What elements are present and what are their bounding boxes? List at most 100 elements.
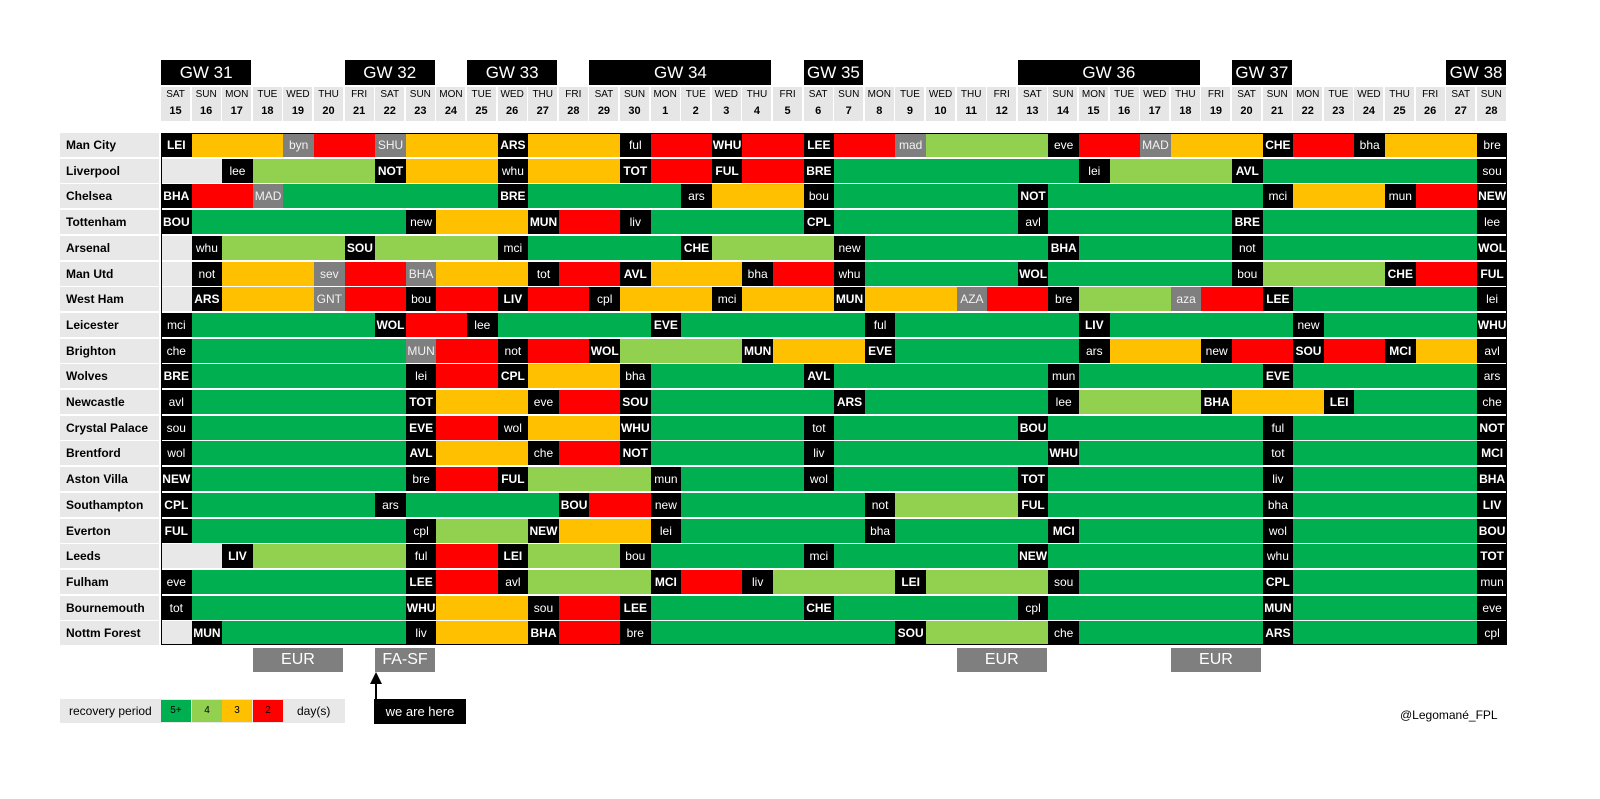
recovery-5plus-cell [191,595,406,620]
recovery-2-cell [1323,338,1385,363]
recovery-3-cell [528,158,620,183]
recovery-4-cell [252,544,406,569]
day-header: SAT 6 [803,87,833,121]
recovery-5plus-cell [1048,261,1232,286]
recovery-4-cell [773,569,896,594]
recovery-5plus-cell [650,415,804,440]
day-date-label: 26 [506,105,519,117]
day-header: FRI 21 [344,87,374,121]
recovery-2-cell [558,441,620,466]
day-date-label: 25 [1393,105,1406,117]
home-fixture-cell: LEI [1323,390,1355,414]
team-label: Everton [60,518,159,543]
recovery-5plus-cell [1354,390,1477,414]
home-fixture-cell: AVL [1232,158,1263,183]
away-fixture-cell: lei [405,364,437,389]
recovery-5plus-cell [191,492,376,517]
away-fixture-cell: new [834,235,865,260]
day-header: SUN 16 [191,87,221,121]
day-header: MON 17 [222,87,252,121]
home-fixture-cell: BHA [1476,467,1508,492]
home-fixture-cell: LIV [1476,492,1508,517]
home-fixture-cell: WHU [1476,312,1508,337]
recovery-5plus-cell [1048,467,1263,492]
recovery-5plus-cell [650,364,804,389]
recovery-5plus-cell [681,312,865,337]
away-fixture-cell: che [1476,390,1508,414]
day-date-label: 11 [965,105,977,117]
day-of-week-label: TUE [1328,89,1349,100]
away-fixture-cell: bre [620,621,651,646]
day-of-week-label: SAT [1022,89,1042,100]
day-date-label: 12 [995,105,1008,117]
recovery-5plus-cell [864,390,1049,414]
day-header: FRI 19 [1201,87,1231,121]
day-header: FRI 26 [1415,87,1445,121]
day-of-week-label: SAT [1237,89,1256,100]
home-fixture-cell: NEW [161,467,192,492]
away-fixture-cell: liv [803,441,835,466]
away-fixture-cell: not [864,492,896,517]
recovery-3-cell [620,287,712,312]
recovery-3-cell [528,133,620,157]
home-fixture-cell: TOT [1476,544,1508,569]
home-fixture-cell: EVE [1262,364,1294,389]
recovery-5plus-cell [1293,595,1477,620]
home-fixture-cell: TOT [1017,467,1049,492]
day-of-week-label: MON [867,89,892,100]
day-of-week-label: WED [500,89,524,100]
away-fixture-cell: mun [650,467,682,492]
home-fixture-cell: BOU [161,210,192,235]
day-date-label: 14 [1056,105,1070,117]
recovery-5plus-cell [191,312,376,337]
recovery-3-cell [773,338,865,363]
away-fixture-cell: ful [405,544,437,569]
day-date-label: 26 [1424,105,1437,117]
team-label: Man Utd [60,261,159,286]
away-fixture-cell: che [528,441,559,466]
day-date-label: 23 [1332,105,1345,117]
away-fixture-cell: lee [1476,210,1508,235]
away-fixture-cell: new [1201,338,1232,363]
away-fixture-cell: avl [497,569,529,594]
recovery-2-cell [436,467,498,492]
away-fixture-cell: new [405,210,437,235]
team-label: Liverpool [60,158,159,183]
recovery-2-cell [742,133,804,157]
away-fixture-cell: ars [1079,338,1110,363]
recovery-3-cell [436,261,529,286]
home-fixture-cell: LIV [222,544,253,569]
home-fixture-cell: AVL [803,364,835,389]
day-header: WED 17 [1140,87,1170,121]
recovery-3-cell [436,595,529,620]
recovery-4-cell [528,467,651,492]
cup-competition-label: FA-SF [375,648,435,672]
home-fixture-cell: CHE [1262,133,1294,157]
blank-cell [161,158,223,183]
day-date-label: 22 [383,105,396,117]
day-date-label: 28 [567,105,580,117]
home-fixture-cell: BHA [1048,235,1079,260]
home-fixture-cell: WOL [1017,261,1049,286]
away-fixture-cell: ars [681,184,712,209]
day-date-label: 24 [1362,105,1376,117]
recovery-2-cell [191,184,253,209]
away-fixture-cell: whu [1262,544,1294,569]
recovery-4-cell [926,569,1049,594]
day-of-week-label: FRI [565,89,582,100]
recovery-3-cell [528,415,620,440]
recovery-4-cell [1079,390,1202,414]
home-fixture-cell: WOL [589,338,620,363]
home-fixture-cell: WOL [1476,235,1508,260]
recovery-3-cell [436,441,529,466]
home-fixture-cell: TOT [620,158,651,183]
home-fixture-cell: NEW [528,518,559,543]
recovery-5plus-cell [650,544,804,569]
day-date-label: 29 [597,105,611,117]
day-header: MON 24 [436,87,466,121]
home-fixture-cell: MUN [834,287,865,312]
home-fixture-cell: MCI [1476,441,1508,466]
recovery-4-cell [528,544,620,569]
recovery-5plus-cell [834,364,1049,389]
day-date-label: 4 [753,105,760,117]
